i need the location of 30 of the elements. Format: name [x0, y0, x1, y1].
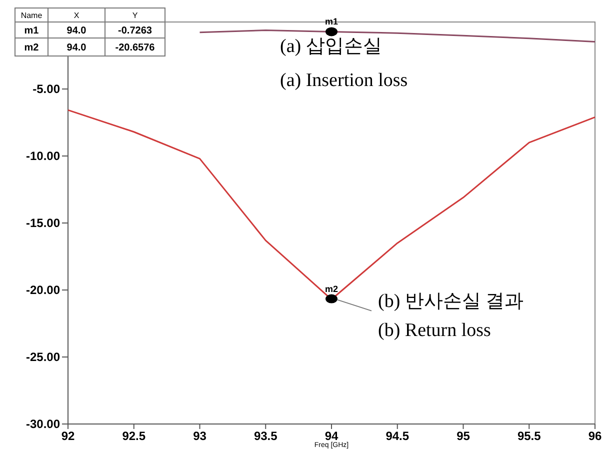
annotation: -0.7263: [118, 26, 152, 36]
y-tick-label: -25.00: [26, 350, 60, 364]
series-label: m1: [324, 16, 338, 27]
annotation: 94.0: [66, 26, 87, 36]
annotation: (b) 반사손실 결과: [378, 290, 524, 312]
annotation: 94.0: [66, 42, 87, 54]
series-label: m2: [324, 284, 338, 294]
x-tick-label: 96: [588, 429, 602, 443]
text: Name: [20, 10, 42, 20]
y-tick-label: -30.00: [26, 417, 60, 432]
x-tick-label: 95: [456, 429, 470, 443]
x-tick-label: 95.5: [517, 429, 542, 443]
y-tick-label: -15.00: [26, 216, 60, 230]
annotation: (b) Return loss: [378, 320, 491, 341]
text: Y: [132, 10, 138, 20]
x-tick-label: 94.5: [386, 429, 410, 443]
y-tick-label: -20.00: [26, 283, 60, 298]
text: m2: [24, 42, 39, 54]
text: m1: [24, 26, 39, 36]
text: X: [74, 10, 80, 20]
annotation: -20.6576: [115, 42, 156, 54]
x-tick-label: 92: [61, 429, 75, 443]
y-tick-label: -5.00: [32, 82, 60, 96]
annotation: (a) Insertion loss: [280, 70, 408, 91]
x-tick-label: 93: [193, 429, 207, 443]
x-tick-label: 93.5: [254, 429, 278, 443]
x-tick-label: 92.5: [122, 429, 146, 443]
annotation: (a) 삽입손실: [280, 36, 382, 57]
x-tick-label: 94: [324, 429, 338, 443]
y-tick-label: -10.00: [26, 149, 60, 164]
